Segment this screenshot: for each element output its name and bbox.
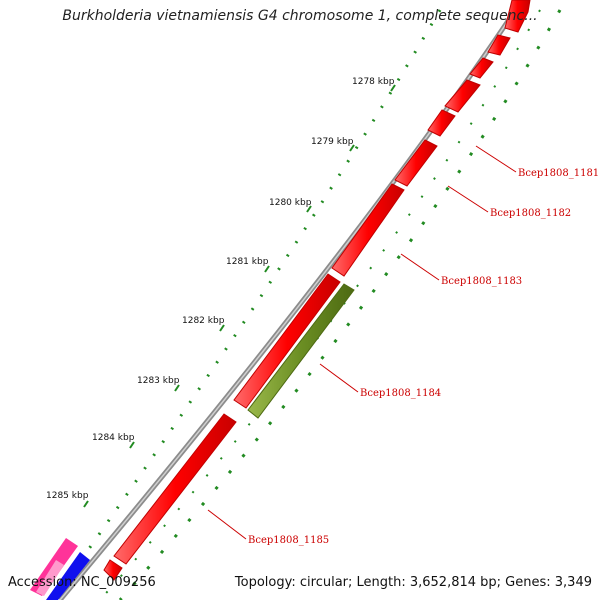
tick-mark	[349, 144, 355, 152]
tick-mark	[306, 205, 312, 213]
gene-leader-line	[475, 145, 517, 173]
tick-mark	[219, 324, 225, 332]
gene-arrow[interactable]	[444, 79, 481, 113]
gene-leader-line	[207, 509, 247, 540]
gene-label[interactable]: Bcep1808_1183	[441, 276, 522, 287]
gene-arrow[interactable]	[504, 0, 531, 33]
tick-layer: 1278 kbp 1279 kbp 1280 kbp 1281 kbp 1282 kbp…	[46, 77, 396, 508]
gene-arrow[interactable]	[394, 139, 438, 187]
tick-mark	[174, 384, 180, 392]
gene-leader-line	[400, 253, 440, 281]
gene-arrow[interactable]	[487, 34, 511, 56]
gene-label[interactable]: Bcep1808_1182	[490, 208, 571, 219]
gene-arrow[interactable]	[331, 183, 405, 277]
gene-arrow[interactable]	[233, 273, 341, 409]
gc-track-outer	[58, 9, 442, 591]
gene-label[interactable]: Bcep1808_1184	[360, 388, 441, 399]
tick-mark	[390, 84, 396, 92]
gene-label-layer: Bcep1808_1181 Bcep1808_1182 Bcep1808_1183 B…	[207, 145, 599, 546]
tick-label: 1281 kbp	[226, 257, 269, 267]
tick-label: 1278 kbp	[352, 77, 395, 87]
gc-track-inner	[118, 9, 562, 601]
tick-label: 1284 kbp	[92, 433, 135, 443]
gene-label[interactable]: Bcep1808_1185	[248, 535, 329, 546]
tick-label: 1283 kbp	[137, 376, 180, 386]
map-title: Burkholderia vietnamiensis G4 chromosome…	[62, 8, 538, 24]
gene-arrow[interactable]	[427, 109, 456, 137]
accession-text: Accession: NC_009256	[8, 575, 156, 590]
gene-arrow[interactable]	[469, 57, 494, 79]
tick-mark	[129, 441, 135, 449]
tick-mark	[83, 500, 89, 508]
chromosome-backbone-highlight	[59, 0, 523, 601]
tick-label: 1282 kbp	[182, 316, 225, 326]
gene-leader-line	[447, 185, 489, 213]
gene-arrow[interactable]	[113, 413, 237, 565]
tick-label: 1279 kbp	[311, 137, 354, 147]
gene-leader-line	[319, 363, 359, 393]
gene-arrow[interactable]	[103, 559, 123, 581]
tick-label: 1285 kbp	[46, 491, 89, 501]
blue-gene[interactable]	[46, 552, 90, 600]
pink-gene-lite[interactable]	[36, 560, 64, 596]
topology-summary: Topology: circular; Length: 3,652,814 bp…	[234, 575, 592, 590]
tick-label: 1280 kbp	[269, 198, 312, 208]
gene-label[interactable]: Bcep1808_1181	[518, 168, 599, 179]
forward-genes	[103, 0, 531, 581]
chromosome-backbone	[58, 0, 525, 602]
tick-mark	[264, 265, 270, 273]
gene-bcep1808-1184-shape[interactable]	[247, 283, 355, 419]
